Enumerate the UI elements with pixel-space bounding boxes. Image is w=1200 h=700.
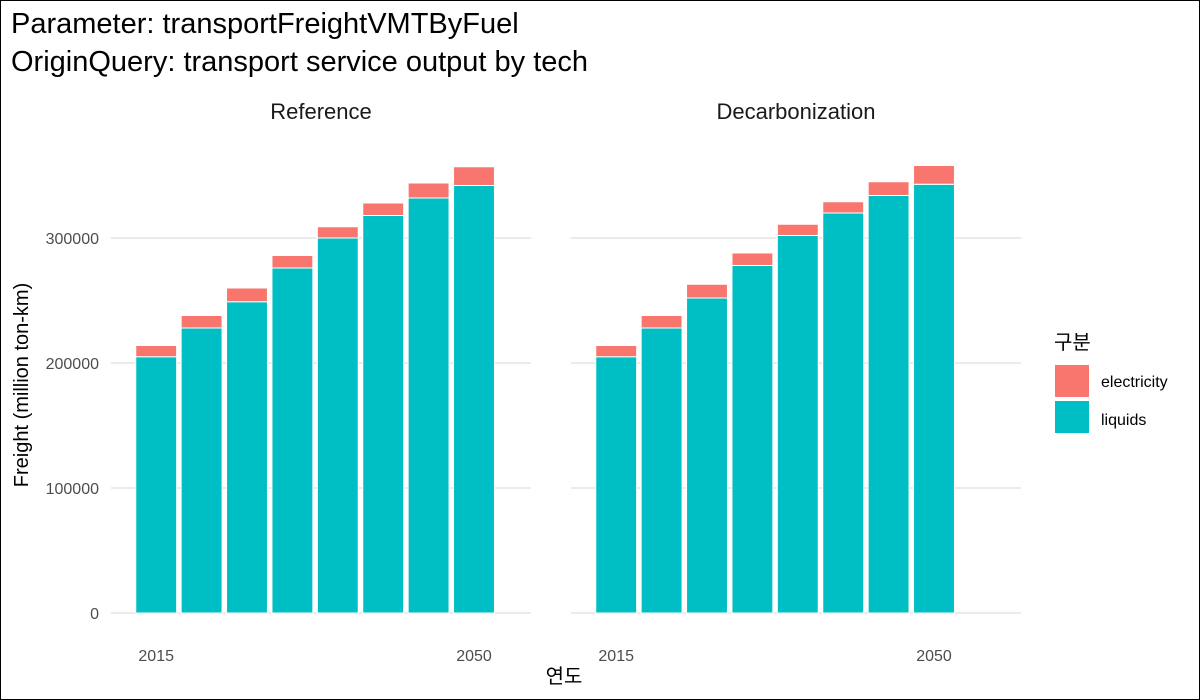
bar-liquids	[316, 237, 359, 614]
legend-key-liquids	[1055, 401, 1089, 433]
x-tick-label: 2015	[598, 648, 634, 665]
y-tick-label: 300000	[46, 231, 99, 248]
y-tick-label: 0	[90, 606, 99, 623]
x-tick-label: 2050	[916, 648, 952, 665]
bar-electricity	[595, 345, 638, 358]
bar-liquids	[135, 356, 178, 614]
bar-liquids	[822, 212, 865, 614]
chart-title-line-2: OriginQuery: transport service output by…	[11, 46, 588, 78]
bar-liquids	[776, 235, 819, 614]
bar-electricity	[776, 223, 819, 236]
bar-electricity	[453, 166, 495, 186]
bar-liquids	[867, 195, 910, 614]
bar-electricity	[316, 226, 359, 239]
y-tick-label: 100000	[46, 481, 99, 498]
bar-electricity	[913, 165, 955, 185]
facet-strip-label: Reference	[270, 99, 372, 124]
bar-liquids	[640, 327, 683, 614]
y-tick-label: 200000	[46, 356, 99, 373]
facet-strip-label: Decarbonization	[717, 99, 876, 124]
chart-title-line-1: Parameter: transportFreightVMTByFuel	[11, 8, 519, 40]
legend-key-electricity	[1055, 365, 1089, 397]
bar-electricity	[407, 182, 450, 199]
legend: 구분 electricity liquids	[1054, 330, 1168, 433]
facet-panel-decarbonization: Decarbonization 2015 2050	[571, 99, 1021, 665]
x-tick-label: 2015	[138, 648, 174, 665]
x-tick-label: 2050	[456, 648, 492, 665]
bar-liquids	[913, 183, 955, 614]
bar-electricity	[226, 287, 268, 303]
bar-electricity	[731, 252, 774, 266]
bar-liquids	[271, 267, 314, 614]
bar-liquids	[226, 301, 268, 614]
bar-liquids	[407, 197, 450, 614]
bar-electricity	[271, 255, 314, 269]
bar-electricity	[135, 345, 178, 358]
legend-label-electricity: electricity	[1101, 374, 1168, 391]
bar-electricity	[867, 181, 910, 196]
legend-title: 구분	[1054, 330, 1091, 354]
bar-electricity	[640, 315, 683, 329]
bar-liquids	[453, 185, 495, 614]
y-axis-title: Freight (million ton-km)	[11, 283, 33, 487]
bar-liquids	[595, 356, 638, 614]
x-axis-title: 연도	[546, 665, 583, 688]
legend-label-liquids: liquids	[1101, 412, 1146, 429]
bar-electricity	[686, 283, 728, 299]
bar-liquids	[180, 327, 223, 614]
bar-electricity	[362, 202, 405, 216]
facet-panel-reference: Reference 2015 2050	[111, 99, 531, 665]
bar-liquids	[731, 265, 774, 614]
bar-liquids	[686, 297, 728, 614]
bar-electricity	[180, 315, 223, 329]
bar-liquids	[362, 215, 405, 614]
bar-electricity	[822, 201, 865, 214]
